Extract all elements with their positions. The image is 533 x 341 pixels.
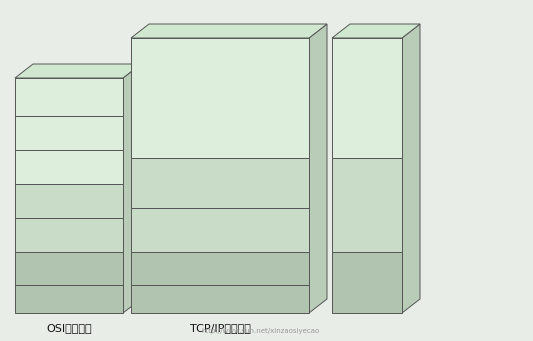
Text: 互联网层: 互联网层 — [207, 218, 233, 228]
Polygon shape — [131, 208, 309, 252]
Polygon shape — [131, 38, 309, 158]
Text: 传输层: 传输层 — [210, 169, 230, 179]
Text: 设备驱动程序与
网络接口: 设备驱动程序与 网络接口 — [345, 272, 389, 293]
Text: TCP, UDP, UDP-Lite, SCTP, DCCP: TCP, UDP, UDP-Lite, SCTP, DCCP — [148, 188, 292, 196]
Text: 网络层: 网络层 — [59, 230, 79, 240]
Text: http://www.sun.net/xinzaosiyecao: http://www.sun.net/xinzaosiyecao — [201, 328, 319, 334]
Polygon shape — [332, 24, 420, 38]
Polygon shape — [131, 24, 327, 38]
Polygon shape — [15, 184, 123, 218]
Polygon shape — [15, 116, 123, 150]
Polygon shape — [15, 285, 123, 313]
Text: DNS, URI, HTML, HTTP,
TLS/SSL, SMTP, POP, IMAP,
MIME, TELNET,SSH, FTP,
SNMP, MIB: DNS, URI, HTML, HTTP, TLS/SSL, SMTP, POP… — [155, 64, 285, 108]
Polygon shape — [402, 24, 420, 313]
Polygon shape — [332, 252, 402, 313]
Polygon shape — [123, 64, 141, 313]
Polygon shape — [15, 218, 123, 252]
Polygon shape — [15, 64, 141, 78]
Text: 会话层: 会话层 — [59, 162, 79, 172]
Polygon shape — [15, 252, 123, 285]
Polygon shape — [131, 158, 309, 208]
Text: 应用层: 应用层 — [59, 92, 79, 102]
Text: （硬件）: （硬件） — [207, 294, 233, 304]
Text: ARP, IP, ICMP: ARP, IP, ICMP — [190, 233, 249, 241]
Polygon shape — [332, 158, 402, 252]
Text: OSI参考模型: OSI参考模型 — [46, 323, 92, 333]
Polygon shape — [131, 285, 309, 313]
Polygon shape — [309, 24, 327, 313]
Text: 应用层: 应用层 — [209, 47, 230, 60]
Text: TCP/IP分层模型: TCP/IP分层模型 — [190, 323, 251, 333]
Polygon shape — [332, 38, 402, 158]
Polygon shape — [15, 150, 123, 184]
Polygon shape — [15, 78, 123, 116]
Text: 网卡层: 网卡层 — [210, 264, 230, 273]
Text: 表示层: 表示层 — [59, 128, 79, 138]
Polygon shape — [131, 252, 309, 285]
Text: 应用程序: 应用程序 — [354, 93, 379, 103]
Text: 传输层: 传输层 — [59, 196, 79, 206]
Text: 操作系统: 操作系统 — [354, 200, 379, 210]
Text: 物理层: 物理层 — [59, 294, 79, 304]
Text: 数据链路层: 数据链路层 — [52, 264, 86, 273]
